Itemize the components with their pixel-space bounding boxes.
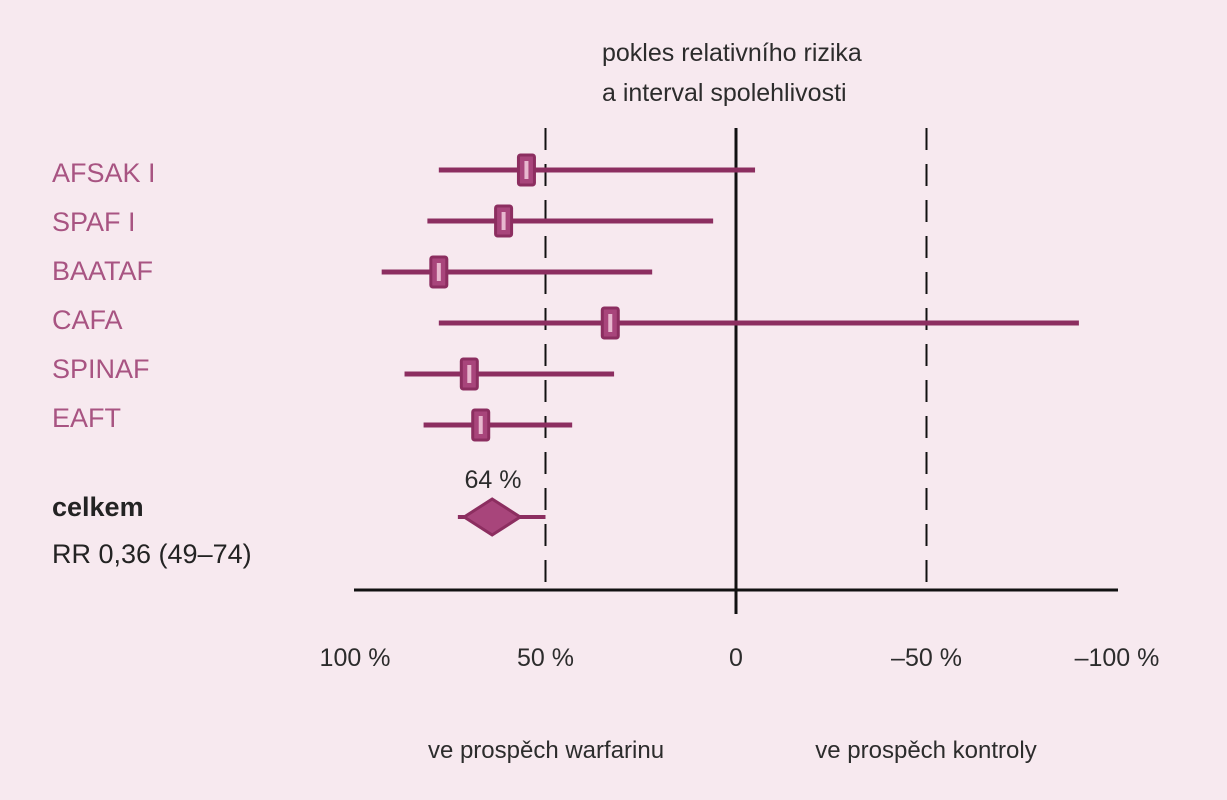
study-label: CAFA [52,305,123,335]
tick-label: –50 % [891,644,962,672]
estimate-marker-highlight [436,263,441,281]
x-axis: 100 % 50 % 0 –50 % –100 % [320,588,1160,672]
estimate-marker-highlight [608,314,613,332]
direction-label-right: ve prospěch kontroly [815,737,1036,764]
estimate-marker-highlight [467,365,472,383]
tick-label: –100 % [1075,644,1160,672]
direction-label-left: ve prospěch warfarinu [428,737,664,764]
summary-diamond [461,497,523,537]
tick-label: 0 [729,644,743,672]
estimate-marker-highlight [524,161,529,179]
study-label: SPINAF [52,354,150,384]
summary-estimate-label: 64 % [465,466,522,494]
chart-title: pokles relativního rizika [602,39,862,67]
summary-label: celkem [52,492,144,522]
tick-label: 50 % [517,644,574,672]
summary-rr-text: RR 0,36 (49–74) [52,539,252,569]
study-label: SPAF I [52,207,136,237]
study-label: AFSAK I [52,158,156,188]
reference-lines [544,128,928,614]
study-label: EAFT [52,403,121,433]
study-labels: AFSAK I SPAF I BAATAF CAFA SPINAF EAFT [52,158,156,433]
chart-subtitle: a interval spolehlivosti [602,79,847,107]
tick-label: 100 % [320,644,391,672]
study-label: BAATAF [52,256,153,286]
estimate-marker-highlight [501,212,506,230]
estimate-marker-highlight [478,416,483,434]
study-series [381,153,1079,537]
